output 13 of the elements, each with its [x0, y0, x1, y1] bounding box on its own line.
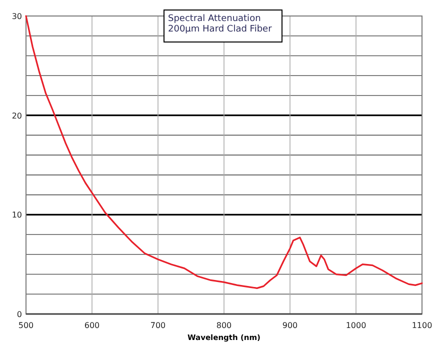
line-series	[25, 15, 423, 289]
x-tick-label: 900	[282, 321, 298, 330]
chart-title: Spectral Attenuation 200µm Hard Clad Fiber	[168, 14, 272, 34]
y-tick-label: 20	[12, 111, 22, 120]
x-tick-label: 600	[84, 321, 100, 330]
y-tick-label: 30	[12, 12, 22, 21]
x-tick-label: 1100	[412, 321, 432, 330]
x-tick-label: 500	[18, 321, 34, 330]
x-tick-label: 1000	[346, 321, 366, 330]
x-tick-label: 700	[150, 321, 166, 330]
x-tick-label: 800	[216, 321, 232, 330]
y-tick-label: 0	[16, 310, 22, 319]
y-tick-label: 10	[12, 210, 22, 220]
